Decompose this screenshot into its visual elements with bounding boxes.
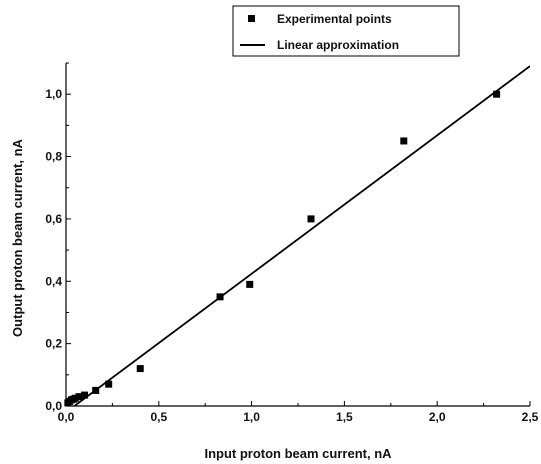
x-tick-label: 2,5 bbox=[522, 410, 539, 424]
experimental-point bbox=[246, 280, 254, 288]
y-axis: 0,0 0,2 0,4 0,6 0,8 1,0 bbox=[45, 62, 71, 413]
experimental-point bbox=[400, 137, 408, 145]
y-tick-label: 0,8 bbox=[45, 150, 62, 164]
legend-marker-experimental-points bbox=[248, 15, 255, 22]
experimental-point bbox=[307, 215, 315, 223]
y-tick-label: 0,4 bbox=[45, 274, 62, 288]
experimental-point bbox=[71, 394, 79, 402]
legend-label-linear-approximation: Linear approximation bbox=[277, 38, 399, 52]
x-axis-title: Input proton beam current, nA bbox=[204, 446, 392, 461]
x-tick-label: 0,5 bbox=[150, 410, 167, 424]
experimental-point bbox=[75, 393, 83, 401]
y-tick-label: 0,2 bbox=[45, 337, 62, 351]
legend-box bbox=[232, 5, 460, 57]
legend: Experimental points Linear approximation bbox=[232, 5, 460, 57]
x-tick-label: 0,0 bbox=[58, 410, 75, 424]
x-axis: 0,0 0,5 1,0 1,5 2,0 2,5 bbox=[58, 401, 539, 424]
experimental-point bbox=[136, 365, 144, 373]
legend-label-experimental-points: Experimental points bbox=[277, 12, 392, 26]
x-tick-label: 2,0 bbox=[429, 410, 446, 424]
experimental-point bbox=[105, 380, 113, 388]
linear-approximation-line bbox=[72, 65, 530, 406]
y-tick-label: 0,6 bbox=[45, 212, 62, 226]
series-layer bbox=[64, 65, 530, 407]
y-axis-title: Output proton beam current, nA bbox=[10, 138, 25, 336]
experimental-point bbox=[81, 391, 89, 399]
y-tick-label: 0,0 bbox=[45, 399, 62, 413]
x-tick-label: 1,5 bbox=[336, 410, 353, 424]
x-tick-label: 1,0 bbox=[243, 410, 260, 424]
y-tick-label: 1,0 bbox=[45, 87, 62, 101]
experimental-point bbox=[493, 90, 501, 98]
